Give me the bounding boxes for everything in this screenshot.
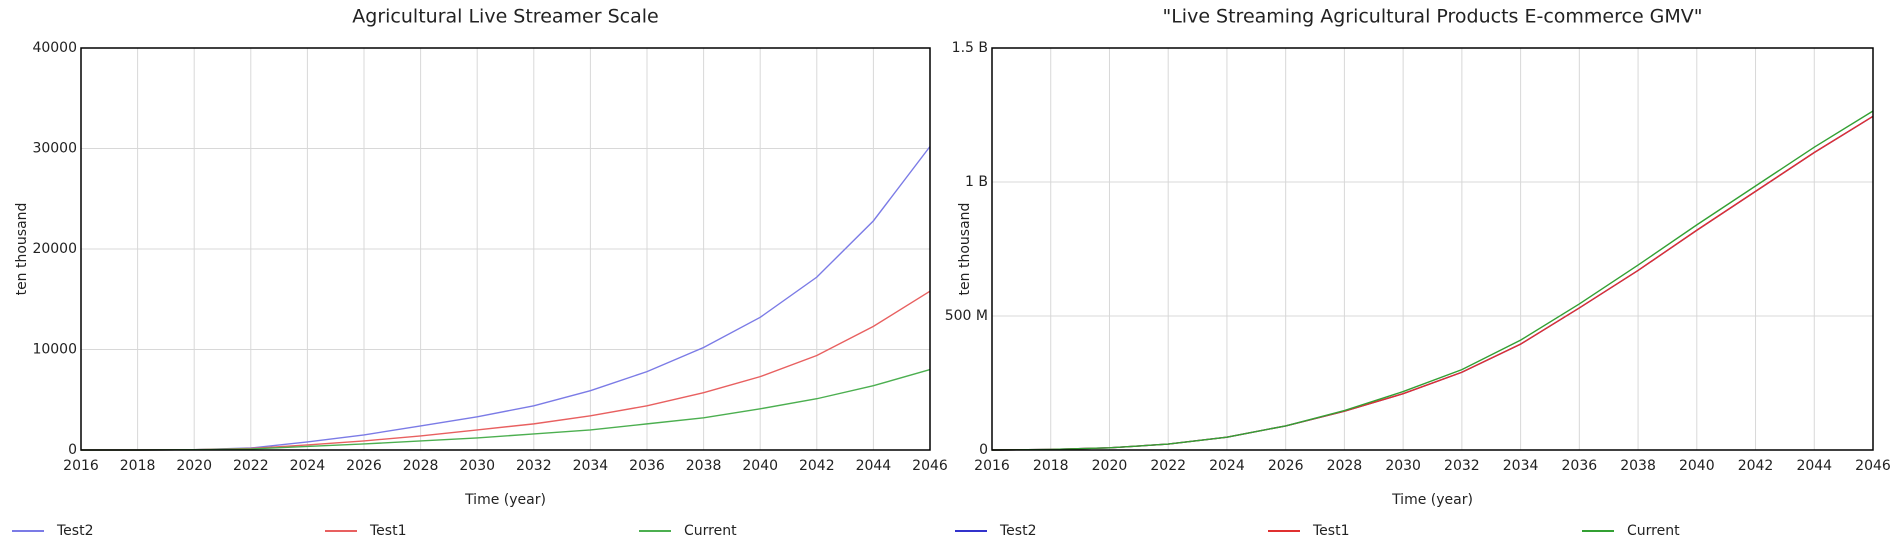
x-tick-label: 2022: [1150, 458, 1186, 474]
x-tick-label: 2038: [1620, 458, 1656, 474]
series-line: [991, 115, 1874, 451]
x-tick-label: 2028: [403, 458, 439, 474]
x-axis-label: Time (year): [464, 492, 546, 508]
x-tick-label: 2046: [1855, 458, 1891, 474]
y-tick-label: 20000: [32, 241, 77, 257]
plot-frame: [991, 47, 1874, 451]
chart-title: "Live Streaming Agricultural Products E-…: [1162, 6, 1702, 28]
x-tick-label: 2040: [742, 458, 778, 474]
x-tick-label: 2044: [1796, 458, 1832, 474]
legend-label: Test2: [999, 523, 1036, 539]
y-tick-label: 10000: [32, 342, 77, 358]
x-tick-label: 2020: [176, 458, 212, 474]
x-tick-label: 2016: [63, 458, 99, 474]
x-axis-label: Time (year): [1391, 492, 1473, 508]
series-line: [81, 146, 931, 451]
y-tick-label: 30000: [32, 141, 77, 157]
series-line: [991, 110, 1874, 451]
legend-label: Current: [1627, 523, 1680, 539]
x-tick-label: 2026: [346, 458, 382, 474]
x-tick-label: 2018: [1033, 458, 1069, 474]
series-line: [81, 368, 931, 451]
plot-frame: [80, 47, 931, 451]
x-tick-label: 2046: [912, 458, 948, 474]
y-tick-label: 40000: [32, 40, 77, 56]
series-line: [81, 290, 931, 451]
y-tick-label: 1 B: [965, 174, 988, 190]
x-tick-label: 2034: [573, 458, 609, 474]
x-tick-label: 2032: [516, 458, 552, 474]
y-tick-label: 0: [68, 442, 77, 458]
y-axis-label: ten thousand: [14, 203, 30, 296]
x-tick-label: 2042: [1738, 458, 1774, 474]
y-tick-label: 0: [979, 442, 988, 458]
x-tick-label: 2026: [1268, 458, 1304, 474]
x-tick-label: 2024: [1209, 458, 1245, 474]
x-tick-label: 2022: [233, 458, 269, 474]
x-tick-label: 2030: [459, 458, 495, 474]
y-tick-label: 500 M: [945, 308, 988, 324]
x-tick-label: 2024: [290, 458, 326, 474]
x-tick-label: 2038: [686, 458, 722, 474]
x-tick-label: 2034: [1503, 458, 1539, 474]
x-tick-label: 2018: [120, 458, 156, 474]
series-line: [991, 115, 1874, 451]
x-tick-label: 2032: [1444, 458, 1480, 474]
x-tick-label: 2044: [856, 458, 892, 474]
legend-label: Test1: [1312, 523, 1349, 539]
x-tick-label: 2040: [1679, 458, 1715, 474]
x-tick-label: 2036: [1562, 458, 1598, 474]
legend-label: Test1: [369, 523, 406, 539]
legend-label: Test2: [56, 523, 93, 539]
legend-label: Current: [684, 523, 737, 539]
x-tick-label: 2016: [974, 458, 1010, 474]
y-tick-label: 1.5 B: [952, 40, 988, 56]
y-axis-label: ten thousand: [957, 203, 973, 296]
x-tick-label: 2028: [1327, 458, 1363, 474]
x-tick-label: 2036: [629, 458, 665, 474]
chart-title: Agricultural Live Streamer Scale: [352, 6, 658, 28]
x-tick-label: 2030: [1385, 458, 1421, 474]
x-tick-label: 2042: [799, 458, 835, 474]
x-tick-label: 2020: [1092, 458, 1128, 474]
